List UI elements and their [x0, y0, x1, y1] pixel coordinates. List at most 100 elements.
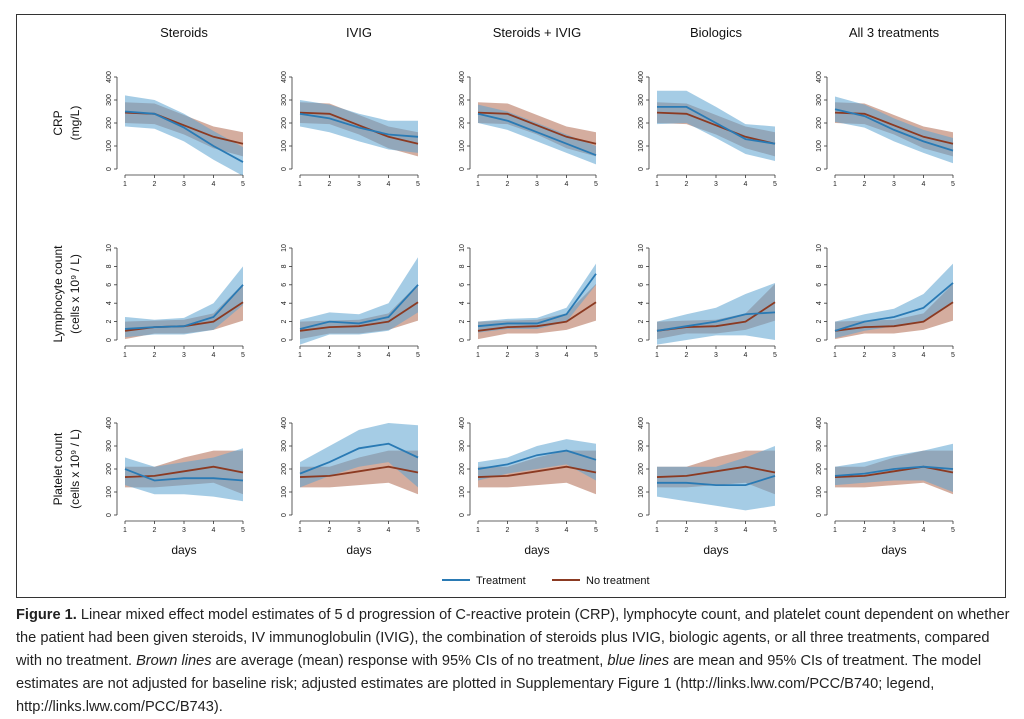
- panel-series-group: [834, 443, 954, 495]
- panel-series-group: [124, 95, 244, 175]
- y-tick-label: 6: [281, 283, 288, 287]
- x-tick-label: 3: [535, 181, 539, 188]
- y-tick-label: 6: [638, 283, 645, 287]
- no-treatment-mean-line: [299, 465, 419, 478]
- no-treatment-mean-line: [299, 111, 419, 145]
- treatment-ci-band: [835, 263, 953, 339]
- column-title: Biologics: [690, 25, 743, 40]
- panel-series-group: [299, 423, 419, 495]
- x-tick-label: 5: [951, 352, 955, 359]
- no-treatment-mean-line: [656, 111, 776, 145]
- column-title: All 3 treatments: [849, 25, 940, 40]
- treatment-ci-band: [125, 448, 243, 502]
- x-tick-label: 1: [298, 527, 302, 534]
- x-tick-label: 2: [153, 181, 157, 188]
- y-tick-label: 200: [459, 463, 466, 475]
- y-tick-label: 400: [816, 71, 823, 83]
- treatment-ci-band: [478, 263, 596, 333]
- panel-series-group: [834, 263, 954, 340]
- y-tick-label: 0: [106, 167, 113, 171]
- x-tick-label: 5: [773, 527, 777, 534]
- y-tick-label: 300: [459, 440, 466, 452]
- x-tick-label: 5: [241, 527, 245, 534]
- y-tick-label: 2: [106, 320, 113, 324]
- x-tick-label: 3: [182, 352, 186, 359]
- y-tick-label: 200: [281, 463, 288, 475]
- treatment-ci-band: [300, 100, 418, 153]
- x-tick-label: 4: [212, 181, 216, 188]
- x-tick-label: 1: [123, 181, 127, 188]
- x-axis-label: days: [171, 543, 196, 557]
- treatment-ci-band: [657, 446, 775, 511]
- x-tick-label: 2: [328, 181, 332, 188]
- x-tick-label: 3: [714, 352, 718, 359]
- x-tick-label: 5: [773, 181, 777, 188]
- y-tick-label: 400: [459, 71, 466, 83]
- panel-series-group: [656, 90, 776, 161]
- x-tick-label: 4: [565, 352, 569, 359]
- y-tick-label: 4: [281, 301, 288, 305]
- row-label-units: (cells x 10⁹ / L): [68, 429, 82, 509]
- y-tick-label: 400: [638, 71, 645, 83]
- y-tick-label: 200: [106, 117, 113, 129]
- y-tick-label: 200: [816, 117, 823, 129]
- legend-treatment-label: Treatment: [476, 575, 526, 587]
- x-tick-label: 1: [123, 352, 127, 359]
- x-tick-label: 3: [892, 352, 896, 359]
- treatment-mean-line: [477, 112, 597, 157]
- y-tick-label: 0: [816, 167, 823, 171]
- y-tick-label: 10: [106, 244, 113, 252]
- x-tick-label: 3: [182, 181, 186, 188]
- y-tick-label: 10: [638, 244, 645, 252]
- x-tick-label: 1: [476, 181, 480, 188]
- y-tick-label: 4: [638, 301, 645, 305]
- y-tick-label: 100: [281, 140, 288, 152]
- y-tick-label: 4: [816, 301, 823, 305]
- x-tick-label: 1: [833, 527, 837, 534]
- x-tick-label: 4: [744, 181, 748, 188]
- y-tick-label: 400: [816, 417, 823, 429]
- y-tick-label: 200: [638, 117, 645, 129]
- no-treatment-mean-line: [834, 465, 954, 478]
- x-tick-label: 3: [714, 181, 718, 188]
- y-tick-label: 300: [106, 440, 113, 452]
- x-tick-label: 1: [298, 181, 302, 188]
- panel-series-group: [299, 257, 419, 345]
- treatment-ci-band: [657, 282, 775, 345]
- y-tick-label: 200: [281, 117, 288, 129]
- y-tick-label: 0: [459, 338, 466, 342]
- x-tick-label: 1: [833, 181, 837, 188]
- x-tick-label: 4: [922, 181, 926, 188]
- x-tick-label: 1: [298, 352, 302, 359]
- treatment-mean-line: [657, 475, 776, 487]
- y-tick-label: 200: [459, 117, 466, 129]
- y-tick-label: 0: [281, 338, 288, 342]
- y-tick-label: 400: [459, 417, 466, 429]
- y-tick-label: 100: [638, 486, 645, 498]
- x-tick-label: 2: [685, 527, 689, 534]
- y-tick-label: 2: [816, 320, 823, 324]
- y-tick-label: 6: [106, 283, 113, 287]
- panel-series-group: [477, 102, 597, 165]
- x-tick-label: 5: [594, 527, 598, 534]
- no-treatment-mean-line: [477, 111, 597, 145]
- treatment-ci-band: [125, 266, 243, 338]
- x-tick-label: 3: [535, 527, 539, 534]
- y-tick-label: 0: [638, 338, 645, 342]
- panel-series-group: [299, 100, 419, 157]
- figure-caption: Figure 1. Linear mixed effect model esti…: [16, 604, 1012, 719]
- x-tick-label: 5: [594, 352, 598, 359]
- y-tick-label: 8: [816, 264, 823, 268]
- x-tick-label: 5: [416, 527, 420, 534]
- figure-chart: Steroids IVIG Steroids + IVIG Biologics All …: [51, 25, 955, 587]
- y-tick-label: 0: [281, 513, 288, 517]
- panel-series-group: [124, 448, 244, 502]
- treatment-ci-band: [300, 257, 418, 345]
- y-tick-label: 200: [816, 463, 823, 475]
- row-label-units: (cells x 10⁹ / L): [68, 254, 82, 334]
- x-tick-label: 3: [357, 527, 361, 534]
- x-tick-label: 1: [655, 527, 659, 534]
- treatment-mean-line: [656, 311, 776, 332]
- y-tick-label: 300: [638, 440, 645, 452]
- caption-label: Figure 1.: [16, 607, 77, 623]
